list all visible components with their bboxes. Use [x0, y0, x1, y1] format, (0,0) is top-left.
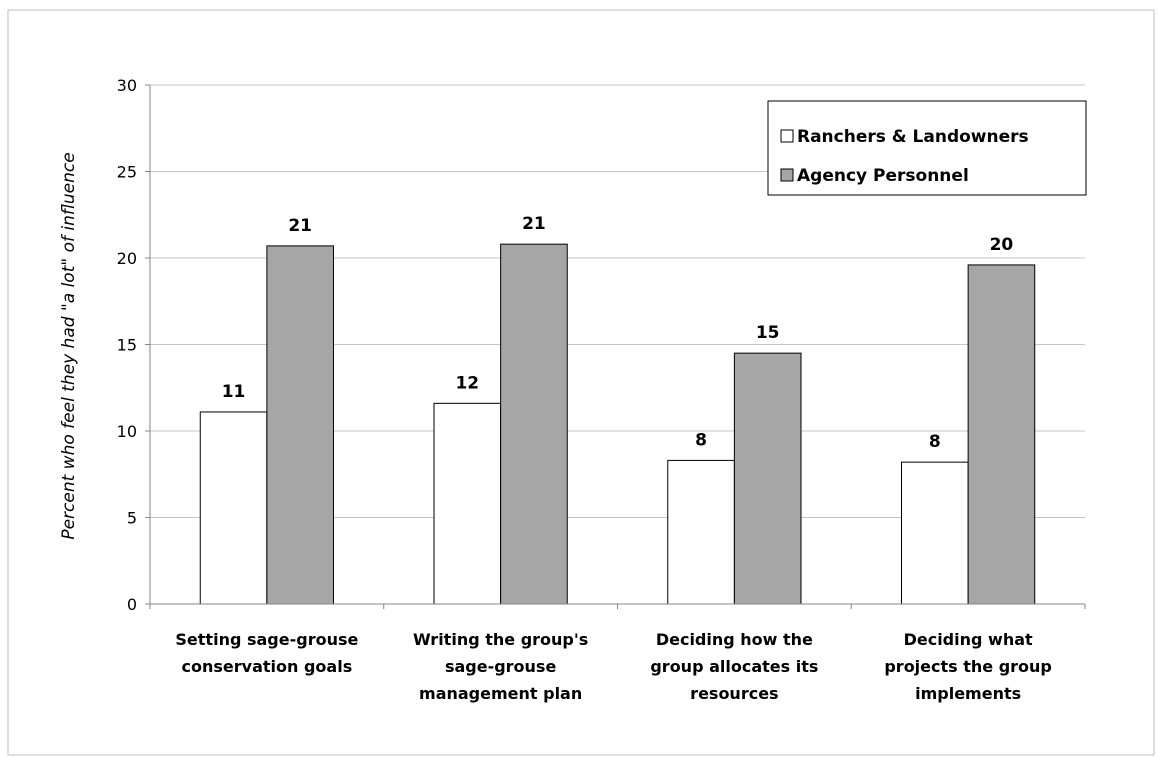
category-label-line: management plan: [419, 684, 582, 703]
category-label: Deciding how the group allocates its resou…: [650, 630, 818, 703]
legend-label: Agency Personnel: [797, 166, 969, 186]
legend-box: [767, 100, 1087, 196]
category-label-line: Deciding how the: [656, 630, 813, 649]
y-tick-label: 15: [117, 336, 137, 355]
bar-data-label: 12: [455, 373, 479, 393]
bar-agency: [266, 245, 334, 605]
category-labels: Setting sage-grouse conservation goals Wri…: [175, 630, 1051, 703]
bar-ranchers: [901, 461, 969, 605]
bar-ranchers: [199, 411, 268, 605]
y-tick-label: 25: [117, 163, 137, 182]
y-tick-label: 20: [117, 249, 137, 268]
bar-data-label: 15: [756, 323, 780, 343]
category-label-line: group allocates its: [650, 657, 818, 676]
y-tick-label: 30: [117, 76, 137, 95]
bar-data-label: 21: [288, 216, 312, 236]
legend: Ranchers & Landowners Agency Personnel: [767, 100, 1087, 196]
category-label-line: Setting sage-grouse: [175, 630, 358, 649]
legend-label: Ranchers & Landowners: [797, 127, 1029, 147]
bar-data-label: 8: [695, 430, 707, 450]
y-tick-label: 10: [117, 422, 137, 441]
category-label-line: Deciding what: [904, 630, 1033, 649]
bar-ranchers: [433, 402, 502, 605]
category-label-line: implements: [915, 684, 1021, 703]
bar-data-label: 8: [929, 432, 941, 452]
category-label-line: sage-grouse: [445, 657, 557, 676]
category-label-line: resources: [690, 684, 778, 703]
x-axis: [149, 85, 1086, 609]
bar-ranchers: [667, 459, 735, 605]
legend-swatch: [780, 129, 794, 143]
bar-data-label: 20: [990, 235, 1014, 255]
y-axis-ticks: 0 5 10 15 20 25 30: [117, 76, 150, 614]
y-tick-label: 0: [127, 595, 137, 614]
category-label: Deciding what projects the group implement…: [884, 630, 1052, 703]
category-label-line: conservation goals: [182, 657, 353, 676]
category-label-line: Writing the group's: [413, 630, 588, 649]
bar-agency: [500, 243, 568, 605]
y-axis-title: Percent who feel they had "a lot" of inf…: [59, 152, 79, 539]
bar-agency: [733, 352, 802, 605]
bar-data-label: 11: [222, 382, 246, 402]
legend-swatch: [780, 168, 794, 182]
y-tick-label: 5: [127, 509, 137, 528]
bar-agency: [967, 264, 1036, 605]
data-labels: 11 21 12 21 8 15 8 20: [222, 214, 1014, 452]
category-label-line: projects the group: [884, 657, 1052, 676]
bar-data-label: 21: [522, 214, 546, 234]
bars: [199, 243, 1036, 605]
category-label: Setting sage-grouse conservation goals: [175, 630, 358, 676]
category-label: Writing the group's sage-grouse management…: [413, 630, 588, 703]
